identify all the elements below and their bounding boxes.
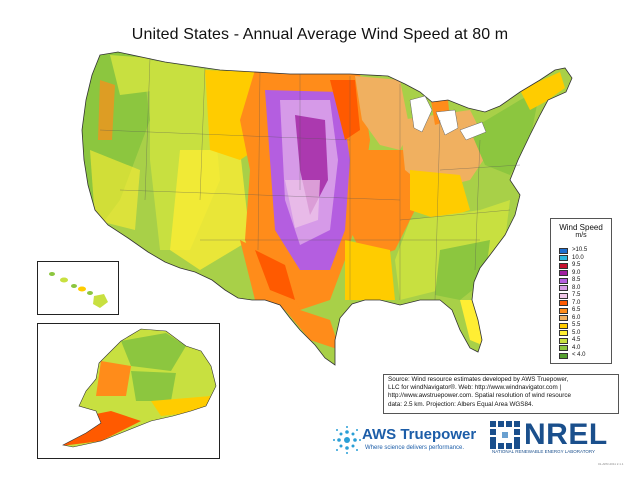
- legend-entry: < 4.0: [559, 352, 587, 360]
- legend-swatch: [559, 247, 568, 254]
- source-line: Source: Wind resource estimates develope…: [388, 376, 569, 383]
- legend-swatch: [559, 255, 568, 262]
- legend-label: 6.0: [572, 314, 581, 321]
- legend-swatch: [559, 322, 568, 329]
- hawaii-inset: [37, 261, 119, 315]
- state-boundaries: [99, 57, 521, 301]
- aws-truepower-logo: AWS Truepower Where science delivers per…: [332, 422, 482, 458]
- legend-entry: >10.5: [559, 247, 587, 255]
- legend-swatch: [559, 300, 568, 307]
- source-line: data: 2.5 km. Projection: Albers Equal A…: [388, 400, 534, 408]
- legend-label: 8.0: [572, 284, 581, 291]
- legend-entry: 8.5: [559, 277, 587, 285]
- legend-entry: 6.5: [559, 307, 587, 315]
- source-line: http://www.awstruepower.com. Spatial res…: [388, 392, 572, 400]
- legend-swatch: [559, 270, 568, 277]
- legend-entry: 6.0: [559, 315, 587, 323]
- alaska-inset: [37, 323, 220, 459]
- legend-unit: m/s: [575, 232, 587, 239]
- legend-swatch: [559, 352, 568, 359]
- legend-entry: 5.0: [559, 330, 587, 338]
- legend-label: 9.0: [572, 269, 581, 276]
- legend-swatch: [559, 315, 568, 322]
- nrel-logo: NREL NATIONAL RENEWABLE ENERGY LABORATOR…: [490, 418, 625, 460]
- nrel-name: NREL: [524, 418, 608, 451]
- legend-swatch: [559, 277, 568, 284]
- nrel-tagline: NATIONAL RENEWABLE ENERGY LABORATORY: [492, 449, 596, 454]
- wind-speed-legend: Wind Speed m/s >10.5 10.0 9.5 9.0 8.5 8.0 7.5 7…: [550, 218, 612, 364]
- legend-swatch: [559, 307, 568, 314]
- legend-swatch: [559, 262, 568, 269]
- legend-entry: 7.0: [559, 300, 587, 308]
- great-lakes: [409, 95, 433, 133]
- footnote: 01-APR-2011 2.1.1: [598, 462, 624, 466]
- aws-tagline: Where science delivers performance.: [365, 445, 465, 451]
- legend-entry: 8.0: [559, 285, 587, 293]
- legend-entry: 9.5: [559, 262, 587, 270]
- contiguous-us-map: [82, 52, 572, 365]
- legend-title: Wind Speed: [559, 223, 603, 232]
- source-line: LLC for windNavigator®. Web: http://www.…: [388, 384, 562, 392]
- legend-entry: 4.5: [559, 337, 587, 345]
- nrel-grid-icon: [490, 421, 520, 449]
- legend-entry: 4.0: [559, 345, 587, 353]
- legend-swatch: [559, 330, 568, 337]
- legend-label: 5.0: [572, 329, 581, 336]
- legend-list: >10.5 10.0 9.5 9.0 8.5 8.0 7.5 7.0 6.5 6.0 5.5 5.0 4…: [559, 247, 587, 360]
- legend-entry: 7.5: [559, 292, 587, 300]
- legend-entry: 9.0: [559, 270, 587, 278]
- legend-label: 10.0: [572, 254, 584, 261]
- legend-label: 4.0: [572, 344, 581, 351]
- legend-swatch: [559, 285, 568, 292]
- source-note: Source: Wind resource estimates develope…: [383, 374, 619, 414]
- legend-label: 5.5: [572, 322, 581, 329]
- aws-name: AWS Truepower: [362, 426, 477, 443]
- legend-label: 9.5: [572, 262, 581, 269]
- aws-burst-icon: [333, 426, 361, 454]
- legend-swatch: [559, 345, 568, 352]
- legend-label: 7.5: [572, 292, 581, 299]
- hawaii-map: [49, 272, 108, 308]
- legend-swatch: [559, 337, 568, 344]
- legend-label: 6.5: [572, 307, 581, 314]
- legend-label: 4.5: [572, 337, 581, 344]
- alaska-map: [62, 328, 217, 448]
- map-title: United States - Annual Average Wind Spee…: [131, 26, 509, 43]
- legend-label: >10.5: [572, 247, 588, 254]
- legend-entry: 5.5: [559, 322, 587, 330]
- legend-entry: 10.0: [559, 255, 587, 263]
- legend-swatch: [559, 292, 568, 299]
- legend-label: 8.5: [572, 277, 581, 284]
- legend-label: 7.0: [572, 299, 581, 306]
- legend-label: < 4.0: [572, 352, 586, 359]
